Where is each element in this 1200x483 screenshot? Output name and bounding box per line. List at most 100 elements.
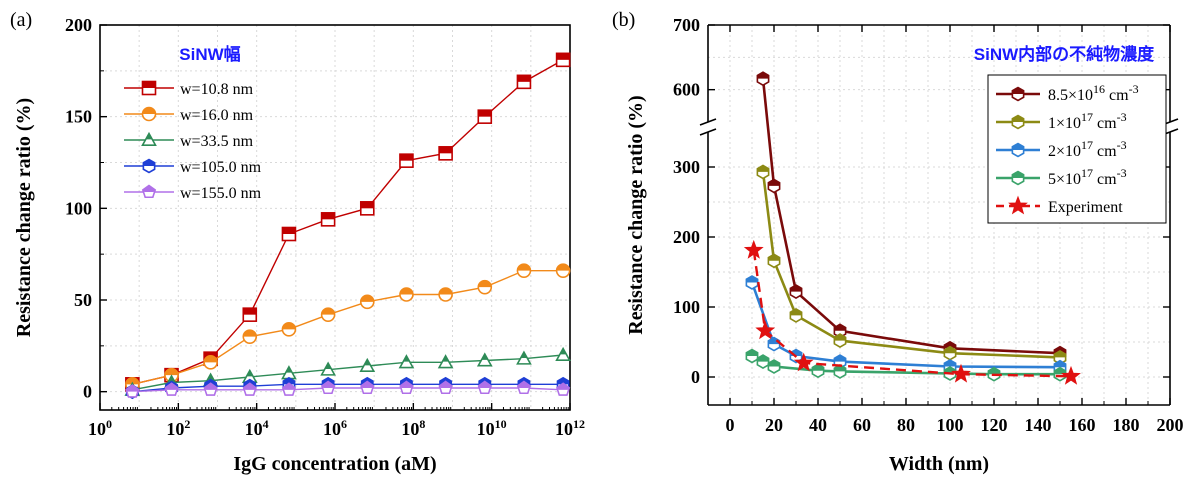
a-x-tick-label-part: 10 — [401, 419, 419, 439]
a-point-s2-11 — [555, 346, 571, 362]
b-point-s0-1-fill — [768, 179, 780, 186]
b-axis-break-mark — [699, 118, 717, 126]
a-point-s4-3 — [242, 382, 257, 396]
a-point-s1-9-fill — [478, 280, 492, 288]
b-point-s0-5-fill — [1054, 346, 1066, 354]
b-legend-label-part: 17 — [1081, 166, 1093, 180]
b-legend-label: 2×1017 cm-3 — [1048, 138, 1127, 160]
a-series-line-2 — [132, 354, 564, 391]
b-legend-label-part: 2×10 — [1048, 143, 1081, 160]
a-point-s1-4-fill — [282, 322, 296, 330]
b-point-s0-3-fill — [834, 324, 846, 331]
b-legend-marker-4 — [1008, 195, 1028, 215]
a-legend-title: SiNW幅 — [179, 44, 240, 64]
a-y-tick-label: 0 — [83, 382, 92, 402]
b-point-s3-3-fill — [812, 364, 824, 371]
a-series-line-3 — [132, 383, 564, 393]
b-x-tick-label: 60 — [853, 415, 871, 435]
b-point-s4-2-shape — [793, 352, 814, 372]
b-x-tick-label: 160 — [1069, 415, 1096, 435]
a-point-s1-11-fill — [556, 264, 570, 271]
a-point-s4-4 — [281, 382, 297, 396]
a-y-tick-label: 100 — [65, 198, 92, 218]
a-x-tick-label-part: 8 — [419, 417, 425, 431]
b-point-s0-2-fill — [790, 285, 802, 292]
a-point-s2-5-fill — [324, 363, 332, 370]
b-legend-title: SiNW内部の不純物濃度 — [974, 44, 1155, 64]
a-legend-marker-4 — [141, 184, 157, 199]
a-x-tick-label-part: 12 — [573, 417, 585, 431]
a-point-s2-7-outline — [398, 354, 415, 369]
b-point-s4-4-shape — [1061, 365, 1081, 385]
a-point-s0-3-fill — [243, 308, 257, 315]
a-point-s2-9-fill — [481, 354, 489, 360]
a-point-s2-8-outline — [437, 354, 454, 369]
a-x-tick-label-part: 10 — [477, 419, 495, 439]
a-point-s4-0 — [125, 384, 140, 398]
b-point-s3-4 — [833, 363, 847, 379]
a-point-s0-8-fill — [439, 146, 453, 154]
a-point-s1-10-fill — [517, 264, 531, 271]
a-point-s0-6-fill — [360, 201, 374, 209]
b-point-s3-0 — [745, 348, 759, 364]
a-x-tick-label-part: 10 — [166, 419, 184, 439]
a-legend-marker-2 — [141, 131, 157, 146]
b-legend-label-part: 16 — [1093, 82, 1105, 96]
a-point-s4-11 — [555, 382, 571, 396]
a-point-s2-11-fill — [559, 348, 567, 355]
a-point-s4-1 — [164, 382, 179, 396]
b-point-s1-2 — [789, 307, 803, 323]
b-legend-label-part: Experiment — [1048, 199, 1123, 216]
b-legend-marker-1 — [1011, 114, 1025, 130]
a-legend-label: w=155.0 nm — [180, 185, 262, 202]
b-x-tick-label: 200 — [1157, 415, 1184, 435]
a-legend-marker-2-fill — [145, 133, 153, 140]
a-legend-label: w=16.0 nm — [180, 107, 254, 124]
b-legend-marker-0 — [1011, 86, 1025, 102]
a-x-axis-title: IgG concentration (aM) — [233, 453, 436, 475]
a-point-s0-7-fill — [399, 154, 413, 161]
b-point-s0-1 — [767, 178, 781, 194]
a-x-tick-label-part: 6 — [341, 417, 347, 431]
a-point-s0-10-fill — [517, 75, 531, 82]
a-point-s4-2-fill — [204, 383, 217, 390]
a-legend-label: w=33.5 nm — [180, 133, 254, 150]
b-y-tick-label: 100 — [673, 297, 700, 317]
a-point-s4-4-fill — [282, 383, 296, 390]
a-legend-marker-1-fill — [142, 107, 156, 114]
b-point-s3-3 — [811, 363, 825, 379]
b-series-line-0 — [761, 78, 1061, 355]
b-point-s3-6-fill — [988, 367, 1000, 375]
b-point-s1-4 — [943, 345, 957, 361]
a-point-s0-5-fill — [321, 212, 335, 220]
b-point-s4-0 — [743, 239, 764, 259]
a-point-s1-5 — [320, 307, 336, 322]
b-panel-label: (b) — [612, 9, 635, 31]
b-legend-label-part: cm — [1105, 87, 1129, 104]
a-point-s2-5 — [320, 361, 336, 376]
a-point-s0-10 — [516, 74, 532, 90]
b-point-s3-1-fill — [757, 355, 769, 362]
a-point-s1-8-fill — [439, 288, 453, 295]
b-point-s4-4 — [1061, 365, 1081, 385]
b-point-s3-1 — [756, 354, 770, 370]
a-point-s2-8-fill — [442, 355, 449, 362]
a-point-s1-10 — [516, 263, 532, 278]
b-point-s1-1 — [767, 253, 781, 269]
a-legend-marker-3-fill — [143, 159, 155, 166]
a-point-s1-1-fill — [165, 368, 179, 376]
a-x-tick-label: 106 — [323, 417, 347, 439]
b-legend-marker-4-shape — [1008, 195, 1028, 215]
a-point-s1-3 — [242, 329, 258, 344]
b-legend-label-part: -3 — [1129, 82, 1139, 96]
b-series-line-1 — [761, 171, 1061, 359]
a-y-tick-label: 50 — [74, 290, 92, 310]
a-point-s2-2-fill — [207, 374, 214, 381]
a-point-s4-10-fill — [517, 381, 531, 388]
a-point-s1-2 — [203, 355, 218, 370]
a-point-s2-6 — [359, 357, 376, 373]
b-legend-label-part: 8.5×10 — [1048, 87, 1093, 104]
a-point-s4-7-fill — [400, 381, 413, 388]
a-point-s4-7 — [399, 380, 414, 395]
a-x-tick-label: 1010 — [477, 417, 507, 439]
